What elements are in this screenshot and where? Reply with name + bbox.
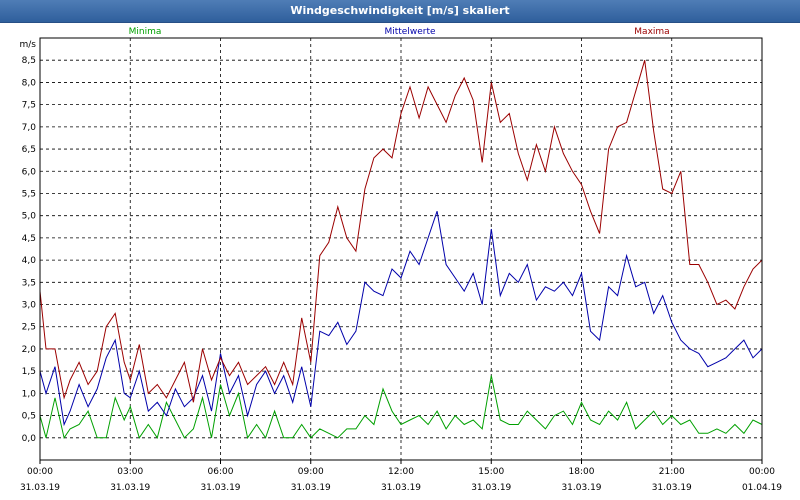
x-tick-date: 31.03.19 (652, 483, 692, 493)
chart-series (39, 60, 763, 440)
series-line-minima (39, 375, 763, 440)
chart-grid (40, 38, 762, 460)
x-tick-date: 31.03.19 (20, 483, 60, 493)
x-tick-date: 01.04.19 (742, 483, 782, 493)
y-tick-label: 7,5 (22, 101, 36, 111)
y-tick-label: 3,0 (22, 301, 37, 311)
x-tick-date: 31.03.19 (381, 483, 421, 493)
series-line-mittelwerte (39, 211, 763, 427)
y-tick-label: 4,0 (22, 256, 37, 266)
x-tick-time: 18:00 (569, 467, 595, 477)
x-tick-time: 21:00 (659, 467, 685, 477)
y-tick-label: 1,0 (22, 389, 37, 399)
y-axis-label: m/s (20, 40, 37, 50)
y-tick-label: 8,0 (22, 78, 37, 88)
x-tick-time: 03:00 (117, 467, 143, 477)
x-tick-time: 09:00 (298, 467, 324, 477)
y-tick-label: 5,5 (22, 189, 36, 199)
y-tick-label: 0,0 (22, 434, 37, 444)
series-line-maxima (39, 60, 763, 403)
y-tick-label: 6,0 (22, 167, 37, 177)
x-tick-time: 12:00 (388, 467, 414, 477)
x-tick-date: 31.03.19 (110, 483, 150, 493)
legend-mittelwerte: Mittelwerte (384, 27, 435, 37)
chart-legend: Minima Mittelwerte Maxima (129, 27, 670, 37)
y-tick-label: 2,0 (22, 345, 37, 355)
y-tick-label: 0,5 (22, 412, 36, 422)
y-tick-label: 6,5 (22, 145, 36, 155)
x-tick-date: 31.03.19 (561, 483, 601, 493)
title-bar: Windgeschwindigkeit [m/s] skaliert (0, 0, 800, 23)
y-axis-ticks: 0,0 0,5 1,0 1,5 2,0 2,5 3,0 3,5 4,0 4,5 5,0 5,5 6,0 6… (22, 56, 37, 444)
legend-maxima: Maxima (634, 27, 669, 37)
wind-speed-chart: 0,0 0,5 1,0 1,5 2,0 2,5 3,0 3,5 4,0 4,5 5,0 5,5 6,0 6… (0, 23, 800, 500)
y-tick-label: 4,5 (22, 234, 36, 244)
x-tick-time: 06:00 (208, 467, 234, 477)
x-tick-date: 31.03.19 (471, 483, 511, 493)
y-tick-label: 1,5 (22, 367, 36, 377)
y-tick-label: 8,5 (22, 56, 36, 66)
x-tick-time: 00:00 (749, 467, 775, 477)
y-tick-label: 7,0 (22, 123, 37, 133)
window-title: Windgeschwindigkeit [m/s] skaliert (290, 4, 510, 17)
y-tick-label: 5,0 (22, 212, 37, 222)
y-tick-label: 2,5 (22, 323, 36, 333)
plot-frame (39, 37, 763, 461)
x-tick-time: 15:00 (478, 467, 504, 477)
x-axis-ticks: 00:00 31.03.19 03:00 31.03.19 06:00 31.03.19 0… (20, 460, 782, 493)
legend-minima: Minima (129, 27, 162, 37)
x-tick-date: 31.03.19 (291, 483, 331, 493)
x-tick-time: 00:00 (27, 467, 53, 477)
y-tick-label: 3,5 (22, 278, 36, 288)
x-tick-date: 31.03.19 (200, 483, 240, 493)
